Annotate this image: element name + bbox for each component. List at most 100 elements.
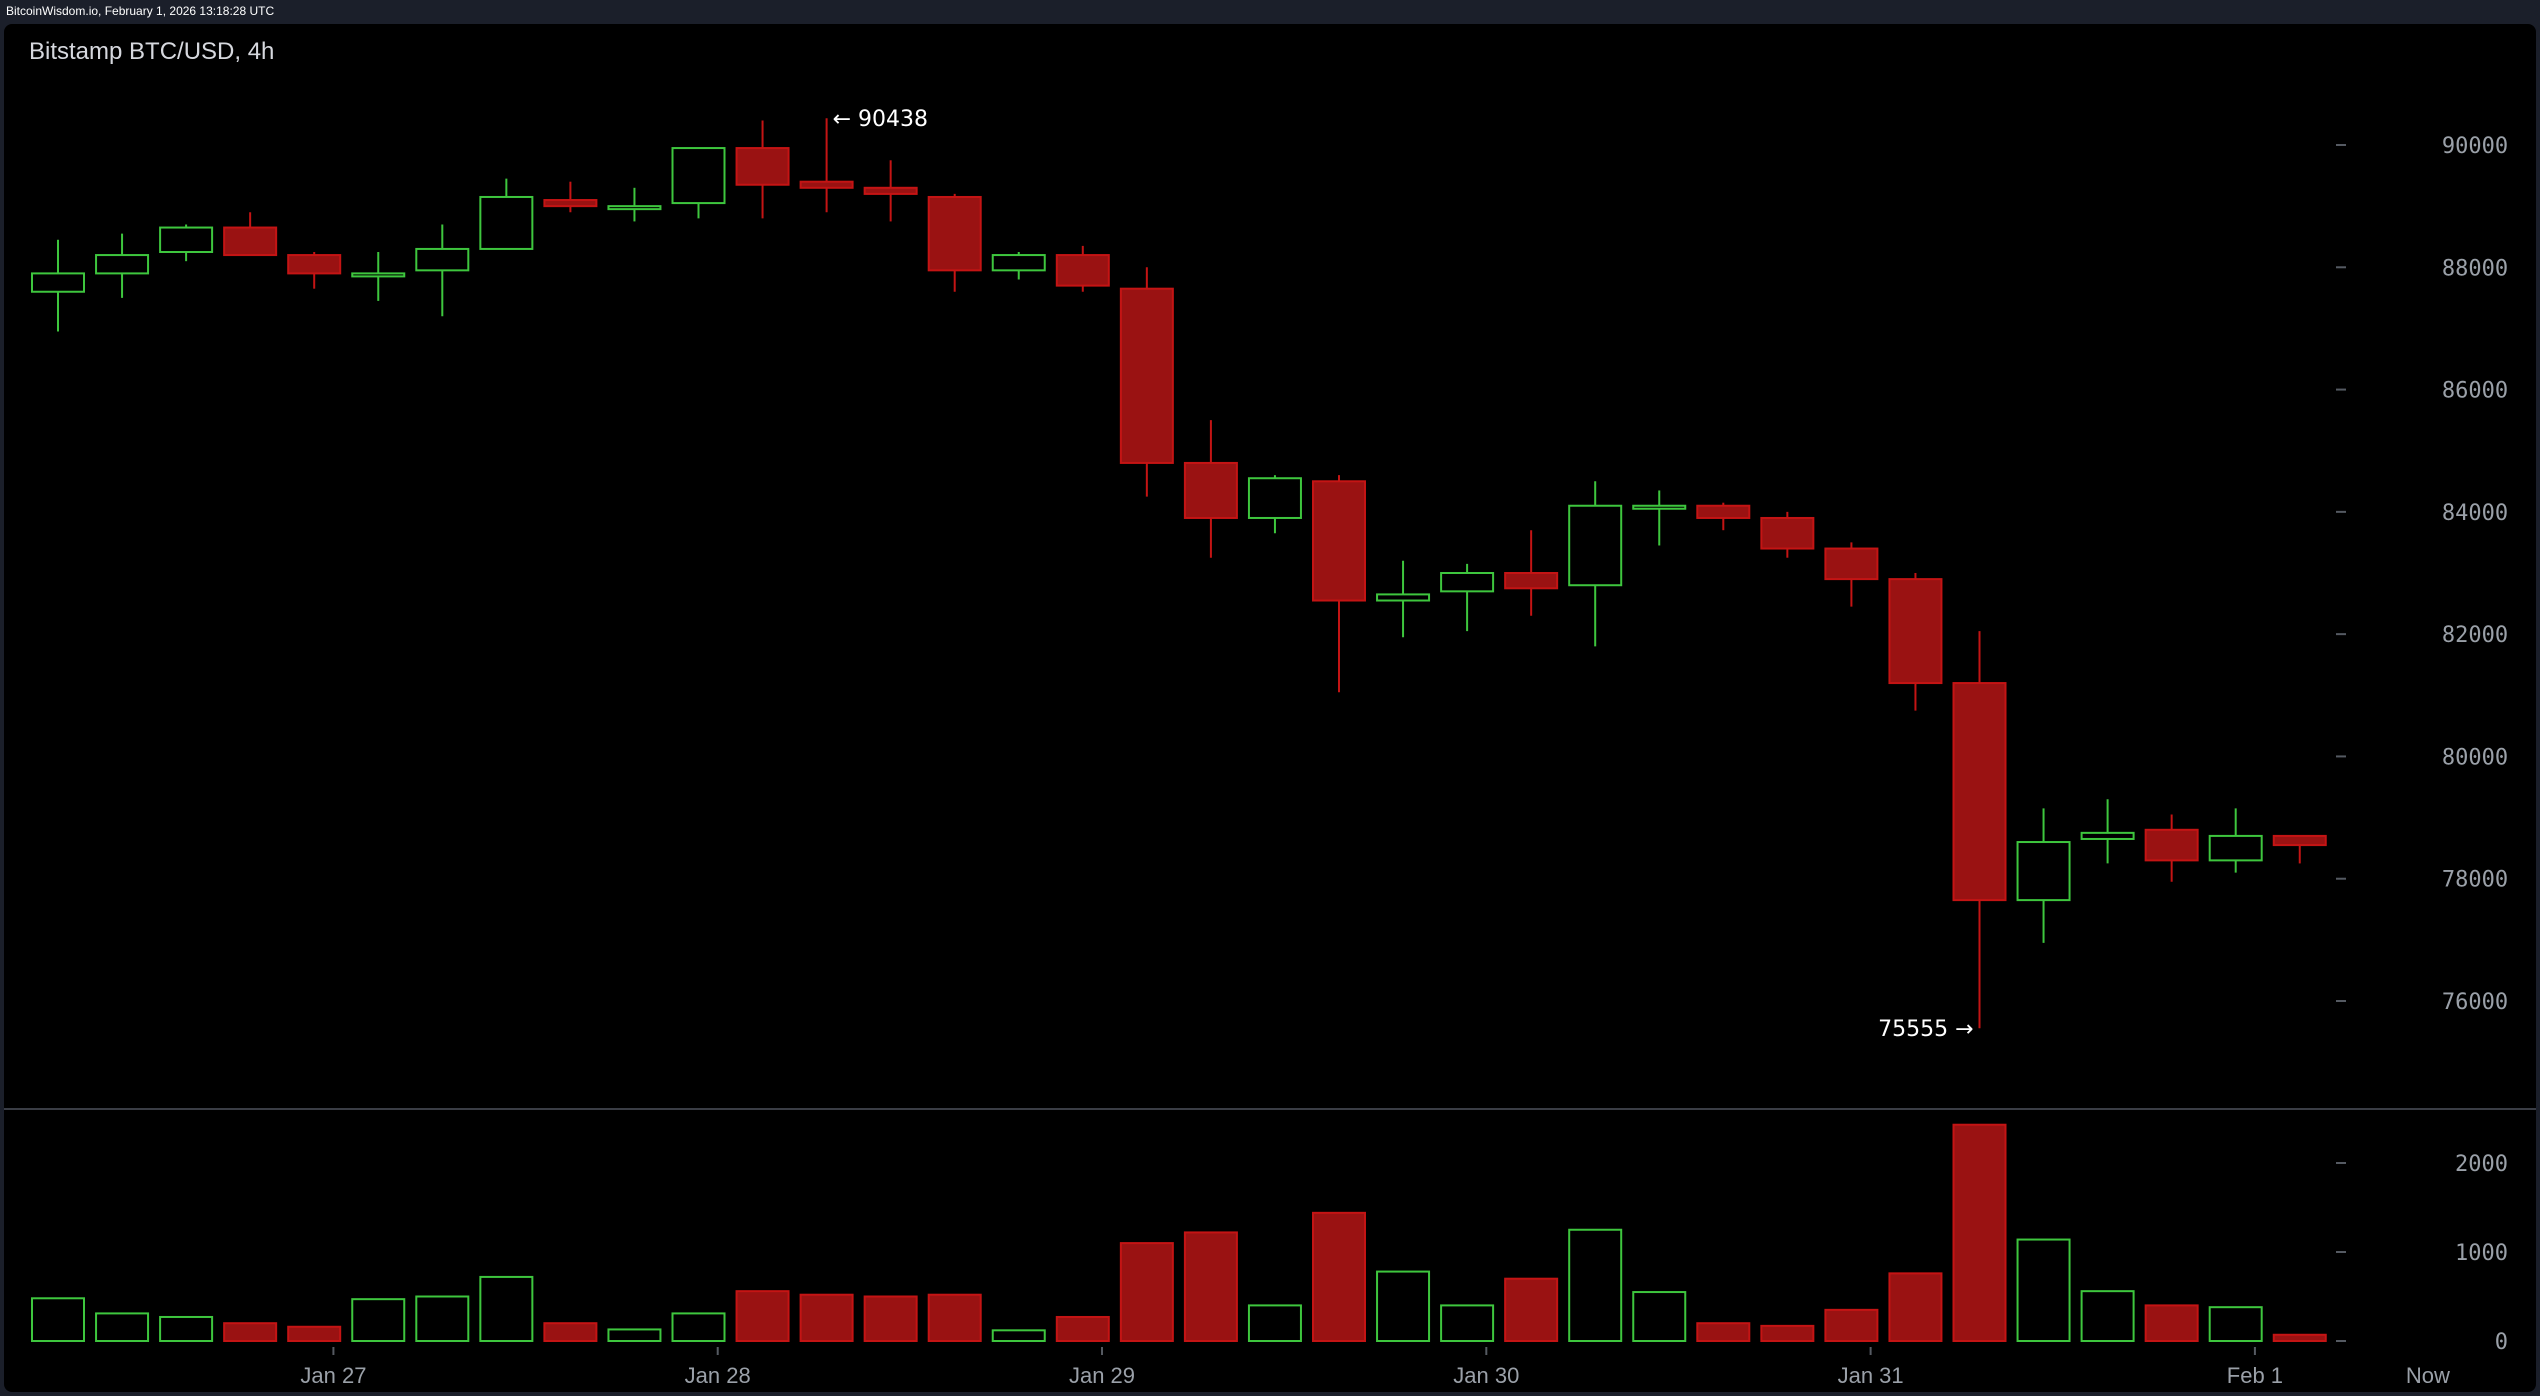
- candle-up: [159, 226, 214, 254]
- candle-down: [287, 254, 342, 275]
- price-tick-label: 80000: [2442, 745, 2508, 770]
- volume-bars: [31, 1123, 2327, 1343]
- volume-bar-down: [543, 1322, 598, 1342]
- volume-bar-up: [415, 1295, 470, 1342]
- candle-up: [607, 205, 662, 211]
- price-tick-label: 86000: [2442, 379, 2508, 404]
- volume-bar-up: [1632, 1291, 1687, 1343]
- volume-bar-down: [223, 1322, 278, 1342]
- candle-down: [1760, 516, 1815, 550]
- volume-bar-up: [2080, 1290, 2135, 1343]
- candle-up: [351, 272, 406, 278]
- candle-up: [1247, 477, 1302, 519]
- time-tick-label: Feb 1: [2227, 1363, 2283, 1388]
- volume-bar-up: [479, 1275, 534, 1343]
- volume-bar-up: [31, 1297, 85, 1343]
- source-timestamp: BitcoinWisdom.io, February 1, 2026 13:18…: [6, 4, 275, 18]
- volume-bar-down: [863, 1295, 918, 1342]
- candle-down: [927, 195, 982, 272]
- candle-down: [735, 147, 790, 186]
- volume-bar-up: [1376, 1270, 1431, 1342]
- volume-bar-down: [799, 1293, 854, 1342]
- volume-bar-up: [1440, 1304, 1495, 1343]
- chart-title: Bitstamp BTC/USD, 4h: [29, 38, 275, 65]
- volume-bar-down: [1760, 1324, 1815, 1342]
- volume-bar-down: [1888, 1272, 1943, 1342]
- volume-bar-down: [1696, 1322, 1751, 1342]
- candle-down: [1119, 287, 1174, 464]
- volume-bar-down: [2272, 1333, 2327, 1343]
- axes-layer: 76000 78000 80000 82000 84000 86000 88000 90000…: [4, 134, 2536, 1388]
- price-tick-label: 82000: [2442, 623, 2508, 648]
- volume-bar-down: [1504, 1277, 1559, 1342]
- volume-bar-down: [1824, 1308, 1879, 1342]
- candle-up: [671, 147, 726, 205]
- volume-bar-down: [927, 1293, 982, 1342]
- candle-down: [1696, 504, 1751, 519]
- candle-down: [2144, 828, 2199, 862]
- candle-down: [1952, 682, 2007, 902]
- candle-down: [1055, 254, 1110, 287]
- candle-up: [479, 195, 534, 250]
- low-annotation: 75555 →: [1878, 1017, 1973, 1042]
- candle-down: [799, 180, 854, 189]
- high-annotation: ← 90438: [833, 107, 928, 132]
- volume-bar-up: [1568, 1228, 1623, 1342]
- volume-bar-up: [607, 1328, 662, 1343]
- volume-bar-down: [1312, 1211, 1366, 1342]
- price-tick-label: 76000: [2442, 990, 2508, 1015]
- candle-up: [2080, 831, 2135, 840]
- price-tick-label: 90000: [2442, 134, 2508, 159]
- volume-bar-up: [671, 1312, 726, 1343]
- candle-up: [1568, 504, 1623, 587]
- candle-down: [1312, 480, 1366, 602]
- candle-up: [1376, 593, 1431, 602]
- time-tick-label: Jan 27: [300, 1363, 366, 1388]
- time-tick-label: Now: [2406, 1363, 2450, 1388]
- volume-bar-up: [1247, 1304, 1302, 1343]
- price-tick-label: 84000: [2442, 501, 2508, 526]
- volume-bar-up: [159, 1315, 214, 1342]
- candle-up: [415, 247, 470, 272]
- volume-bar-down: [1183, 1231, 1238, 1343]
- candle-down: [1183, 461, 1238, 519]
- time-tick-label: Jan 28: [685, 1363, 751, 1388]
- volume-bar-down: [735, 1290, 790, 1343]
- candle-down: [1504, 572, 1559, 590]
- price-tick-label: 78000: [2442, 868, 2508, 893]
- volume-bar-up: [2016, 1238, 2071, 1343]
- volume-bar-down: [1952, 1123, 2007, 1342]
- candle-down: [2272, 834, 2327, 847]
- price-candles: [31, 118, 2327, 1029]
- candle-down: [1824, 547, 1879, 581]
- volume-tick-label: 1000: [2455, 1241, 2508, 1266]
- volume-bar-down: [2144, 1304, 2199, 1343]
- volume-bar-up: [991, 1329, 1046, 1342]
- candle-down: [543, 199, 598, 208]
- candle-up: [1632, 504, 1687, 510]
- candle-up: [1440, 572, 1495, 593]
- candle-up: [31, 272, 85, 293]
- volume-tick-label: 2000: [2455, 1152, 2508, 1177]
- volume-bar-down: [1119, 1242, 1174, 1342]
- candle-up: [2208, 834, 2263, 862]
- candle-up: [991, 254, 1046, 272]
- candle-down: [223, 226, 278, 257]
- volume-bar-up: [351, 1298, 406, 1343]
- candle-up: [95, 254, 150, 275]
- volume-bar-up: [2208, 1306, 2263, 1343]
- candle-down: [1888, 578, 1943, 685]
- volume-bar-down: [287, 1325, 342, 1343]
- source-bar: BitcoinWisdom.io, February 1, 2026 13:18…: [0, 0, 2540, 24]
- candle-down: [863, 186, 918, 195]
- volume-tick-label: 0: [2495, 1330, 2508, 1355]
- time-tick-label: Jan 31: [1838, 1363, 1904, 1388]
- annotations: ← 90438 75555 →: [833, 107, 1974, 1042]
- candle-up: [2016, 841, 2071, 902]
- time-tick-label: Jan 29: [1069, 1363, 1135, 1388]
- price-tick-label: 88000: [2442, 256, 2508, 281]
- volume-bar-up: [95, 1312, 150, 1343]
- time-tick-label: Jan 30: [1453, 1363, 1519, 1388]
- volume-bar-down: [1055, 1315, 1110, 1342]
